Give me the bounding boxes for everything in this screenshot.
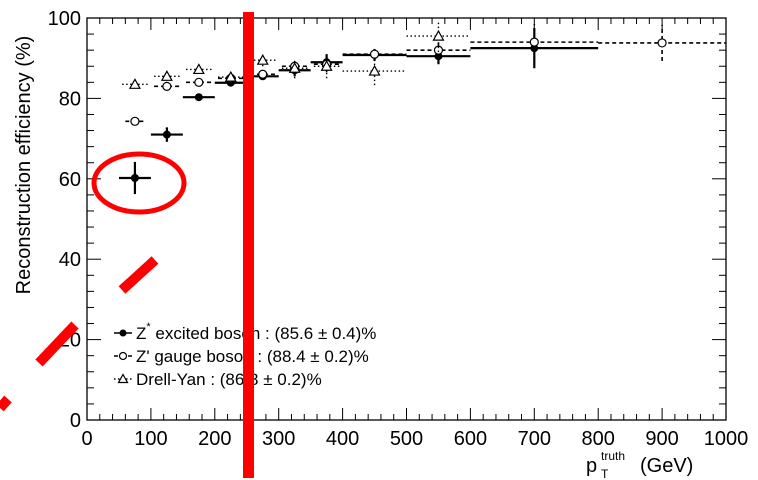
series-layer — [118, 20, 726, 195]
data-point — [369, 49, 380, 59]
data-point — [162, 130, 171, 139]
data-point — [432, 29, 445, 41]
svg-text:Z* excited boson : (85.6 ± 0.: Z* excited boson : (85.6 ± 0.4)% — [136, 321, 376, 343]
data-point — [128, 78, 141, 89]
red-annotations — [0, 12, 254, 478]
data-point — [224, 70, 237, 82]
x-tick-label: 200 — [198, 428, 231, 450]
legend-label-z-star-sup: * — [146, 321, 151, 333]
legend-entry-drell-yan: Drell-Yan : (86.8 ± 0.2)% — [114, 370, 322, 389]
svg-text:p: p — [586, 455, 597, 477]
x-tick-label: 1000 — [704, 428, 749, 450]
filled-circle-marker-icon — [119, 329, 127, 337]
data-point — [194, 93, 203, 102]
y-tick-label: 80 — [59, 88, 81, 110]
red-vertical-marker — [243, 12, 254, 478]
legend-entry-z-star: Z* excited boson : (85.6 ± 0.4)% — [114, 321, 376, 343]
x-tick-label: 800 — [582, 428, 615, 450]
y-tick-label: 60 — [59, 169, 81, 191]
y-axis-title: Reconstruction efficiency (%) — [13, 36, 35, 295]
data-point — [320, 60, 333, 71]
data-point — [433, 45, 444, 55]
legend-label-z-star-rest: excited boson : (85.6 ± 0.4)% — [151, 324, 377, 343]
data-point — [160, 70, 173, 81]
data-point — [657, 38, 667, 48]
x-tick-label: 0 — [81, 428, 92, 450]
open-triangle-marker-icon — [117, 373, 129, 384]
open-circle-marker-icon — [118, 351, 128, 361]
legend-label-drell-yan: Drell-Yan : (86.8 ± 0.2)% — [136, 370, 322, 389]
x-tick-label: 600 — [454, 428, 487, 450]
data-point — [288, 62, 301, 73]
x-tick-label: 300 — [262, 428, 295, 450]
series-2 — [122, 20, 471, 89]
data-point — [256, 53, 269, 65]
svg-text:(GeV): (GeV) — [640, 455, 693, 477]
y-tick-label: 40 — [59, 249, 81, 271]
x-tick-label: 400 — [326, 428, 359, 450]
y-tick-label: 100 — [48, 8, 81, 30]
data-point — [368, 64, 381, 76]
data-point — [192, 63, 205, 75]
legend-entry-z-prime: Z' gauge boson : (88.4 ± 0.2)% — [114, 347, 369, 366]
major-ticks — [86, 17, 727, 421]
x-axis-tick-labels: 0 100 200 300 400 500 600 700 800 900 1000 — [81, 428, 748, 450]
legend-label-z-star-main: Z — [136, 324, 146, 343]
data-point — [130, 173, 139, 182]
red-highlight-circle — [91, 151, 187, 215]
data-point — [258, 69, 268, 79]
red-dashed-diagonal — [0, 256, 159, 412]
data-point — [194, 77, 204, 87]
x-tick-label: 500 — [390, 428, 423, 450]
svg-text:T: T — [601, 467, 609, 480]
series-0 — [118, 28, 599, 195]
y-tick-label: 0 — [70, 410, 81, 432]
x-axis-title: p truth T (GeV) — [586, 449, 693, 480]
data-point — [529, 37, 539, 47]
x-tick-label: 900 — [645, 428, 678, 450]
x-tick-label: 100 — [134, 428, 167, 450]
series-1 — [125, 24, 726, 126]
x-tick-label: 700 — [518, 428, 551, 450]
data-point — [130, 116, 140, 126]
data-point — [162, 81, 172, 91]
svg-text:truth: truth — [601, 449, 625, 463]
